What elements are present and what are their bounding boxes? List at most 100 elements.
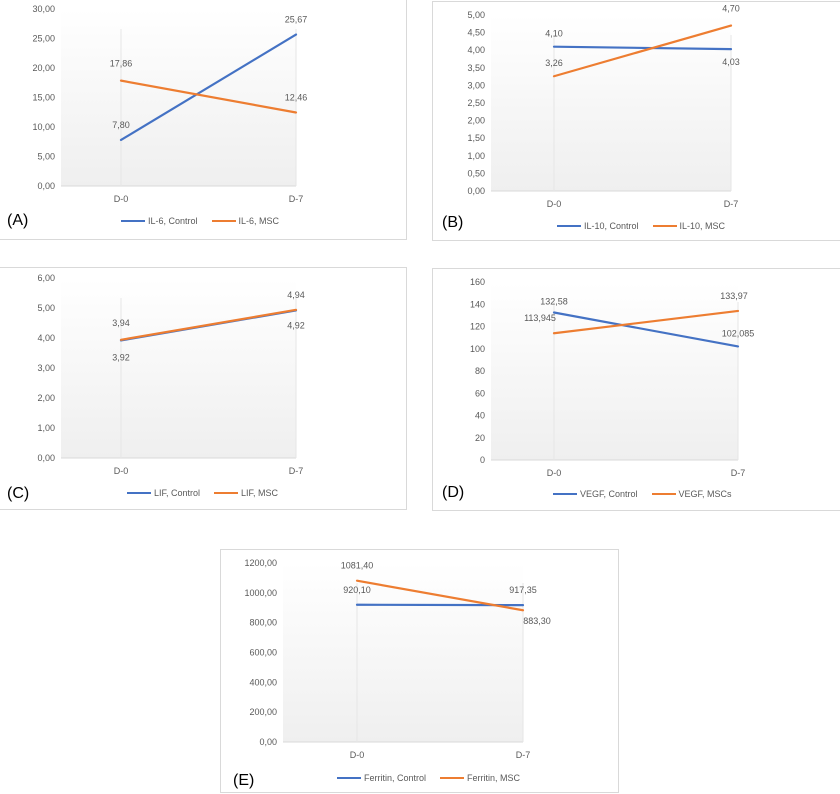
data-label: 3,26 [545,58,563,68]
data-label: 883,30 [523,616,551,626]
y-tick-label: 1,00 [467,151,485,161]
y-tick-label: 0 [480,455,485,465]
chart-ferritin: 0,00200,00400,00600,00800,001000,001200,… [221,550,620,794]
legend-label-ferritin-control: Ferritin, Control [364,773,426,783]
legend-label-vegf-control: VEGF, Control [580,489,638,499]
y-tick-label: 0,00 [259,737,277,747]
data-label: 7,80 [112,120,130,130]
data-label: 113,945 [524,313,556,323]
y-tick-label: 200,00 [249,707,277,717]
legend-il10: IL-10, Control IL-10, MSC [557,221,725,231]
y-tick-label: 1000,00 [244,588,277,598]
data-label: 25,67 [285,15,308,25]
legend-item-vegf-msc: VEGF, MSCs [652,489,732,499]
legend-label-ferritin-msc: Ferritin, MSC [467,773,520,783]
y-tick-label: 5,00 [37,303,55,313]
y-tick-label: 3,00 [37,363,55,373]
y-tick-label: 0,00 [37,181,55,191]
x-tick-label: D-0 [114,466,129,476]
y-tick-label: 20,00 [32,63,55,73]
y-tick-label: 25,00 [32,34,55,44]
legend-lif: LIF, Control LIF, MSC [127,488,278,498]
data-label: 4,92 [287,320,305,330]
y-tick-label: 1,00 [37,423,55,433]
y-tick-label: 30,00 [32,4,55,14]
y-tick-label: 120 [470,322,485,332]
x-tick-label: D-0 [114,194,129,204]
data-label: 4,03 [722,57,740,67]
y-tick-label: 2,00 [467,116,485,126]
y-tick-label: 1200,00 [244,558,277,568]
x-tick-label: D-7 [731,468,746,478]
legend-label-il6-msc: IL-6, MSC [239,216,280,226]
panel-label-e: (E) [233,772,254,790]
y-tick-label: 20 [475,433,485,443]
y-tick-label: 3,50 [467,63,485,73]
x-tick-label: D-7 [516,750,531,760]
legend-item-ferritin-control: Ferritin, Control [337,773,426,783]
x-tick-label: D-0 [547,468,562,478]
y-tick-label: 1,50 [467,133,485,143]
data-label: 920,10 [343,585,371,595]
legend-label-lif-msc: LIF, MSC [241,488,278,498]
x-tick-label: D-7 [289,194,304,204]
y-tick-label: 0,00 [467,186,485,196]
legend-item-il10-msc: IL-10, MSC [653,221,726,231]
panel-label-c: (C) [7,485,29,503]
legend-vegf: VEGF, Control VEGF, MSCs [553,489,732,499]
x-tick-label: D-7 [724,199,739,209]
legend-label-il10-msc: IL-10, MSC [680,221,726,231]
legend-item-il6-control: IL-6, Control [121,216,198,226]
panel-label-b: (B) [442,214,463,232]
y-tick-label: 4,00 [467,45,485,55]
legend-label-il10-control: IL-10, Control [584,221,639,231]
legend-item-ferritin-msc: Ferritin, MSC [440,773,520,783]
legend-item-lif-msc: LIF, MSC [214,488,278,498]
chart-il10: 0,000,501,001,502,002,503,003,504,004,50… [433,2,840,242]
y-tick-label: 40 [475,411,485,421]
y-tick-label: 0,50 [467,168,485,178]
legend-item-vegf-control: VEGF, Control [553,489,638,499]
y-tick-label: 10,00 [32,122,55,132]
data-label: 4,94 [287,290,305,300]
plot-area [61,278,296,458]
plot-area [491,282,738,460]
y-tick-label: 400,00 [249,677,277,687]
y-tick-label: 600,00 [249,648,277,658]
data-label: 12,46 [285,92,308,102]
data-label: 102,085 [722,328,755,338]
data-label: 4,70 [722,4,740,14]
y-tick-label: 160 [470,277,485,287]
panel-label-a: (A) [7,212,28,230]
y-tick-label: 80 [475,366,485,376]
y-tick-label: 4,00 [37,333,55,343]
y-tick-label: 3,00 [467,80,485,90]
legend-ferritin: Ferritin, Control Ferritin, MSC [337,773,520,783]
legend-item-il6-msc: IL-6, MSC [212,216,280,226]
legend-label-vegf-msc: VEGF, MSCs [679,489,732,499]
data-label: 133,97 [720,291,748,301]
legend-il6: IL-6, Control IL-6, MSC [121,216,279,226]
data-label: 3,94 [112,318,130,328]
legend-label-lif-control: LIF, Control [154,488,200,498]
legend-label-il6-control: IL-6, Control [148,216,198,226]
y-tick-label: 2,00 [37,393,55,403]
data-label: 1081,40 [341,561,374,571]
y-tick-label: 5,00 [37,152,55,162]
data-label: 132,58 [540,297,568,307]
x-tick-label: D-0 [350,750,365,760]
y-tick-label: 4,50 [467,28,485,38]
data-label: 4,10 [545,29,563,39]
data-label: 3,92 [112,352,130,362]
y-tick-label: 0,00 [37,453,55,463]
x-tick-label: D-7 [289,466,304,476]
data-label: 917,35 [509,585,537,595]
